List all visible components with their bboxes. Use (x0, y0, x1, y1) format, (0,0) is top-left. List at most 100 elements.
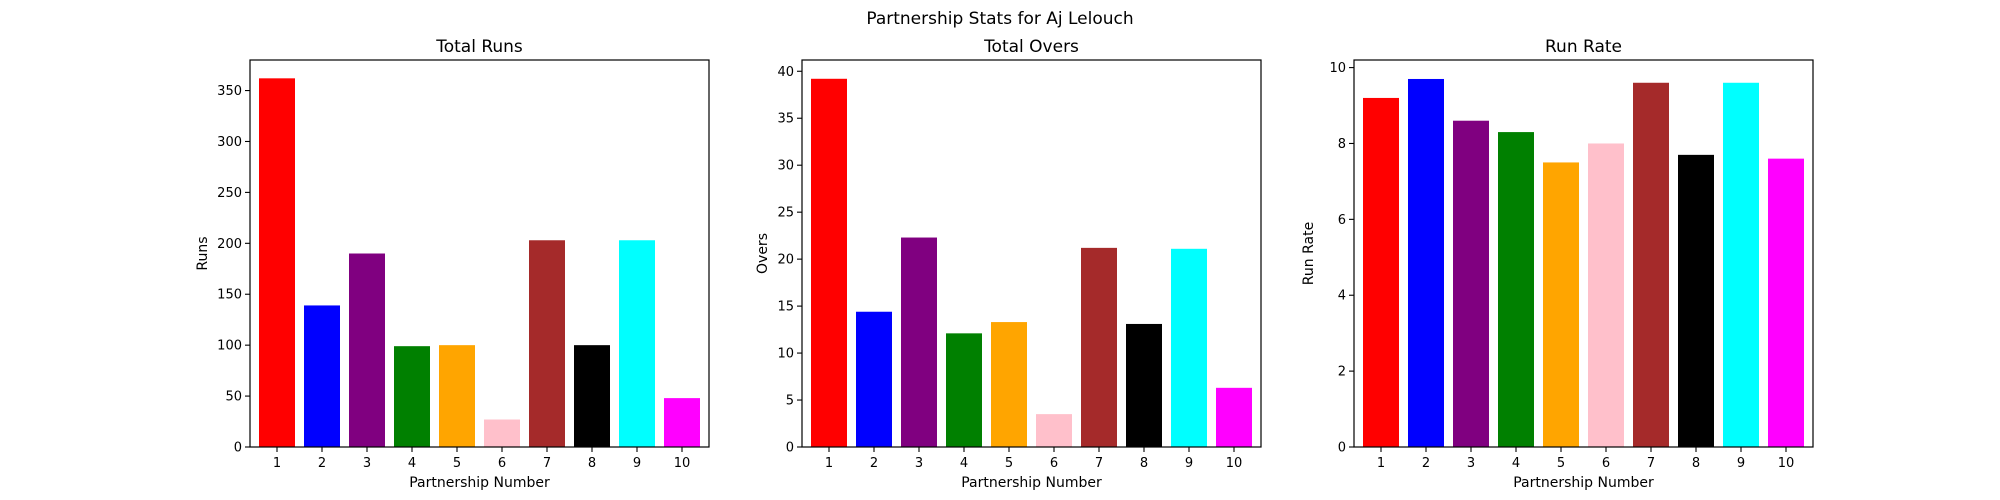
bar-1 (811, 78, 847, 447)
y-tick-label: 35 (777, 112, 794, 127)
x-ticks: 1 2 3 4 5 6 7 8 9 10 (825, 447, 1242, 471)
x-tick-label: 5 (1005, 456, 1013, 471)
y-ticks: 0 2 4 6 8 10 (1329, 61, 1354, 456)
bar-3 (349, 253, 385, 447)
x-tick-label: 2 (318, 456, 326, 471)
panel-title: Total Runs (435, 37, 523, 57)
y-tick-label: 6 (1338, 213, 1346, 228)
y-axis-label: Overs (755, 233, 771, 274)
x-tick-label: 9 (1185, 456, 1193, 471)
x-tick-label: 3 (1467, 456, 1475, 471)
bar-9 (1723, 82, 1759, 447)
bar-7 (529, 240, 565, 447)
x-tick-label: 8 (588, 456, 596, 471)
y-axis-label: Runs (195, 236, 211, 270)
y-tick-label: 350 (217, 84, 242, 99)
x-tick-label: 7 (543, 456, 551, 471)
x-tick-label: 2 (1422, 456, 1430, 471)
bar-10 (664, 398, 700, 447)
y-tick-label: 8 (1338, 137, 1346, 152)
bar-7 (1081, 247, 1117, 447)
axes-frame (801, 59, 1262, 448)
y-tick-label: 0 (234, 441, 242, 456)
x-axis-label: Partnership Number (1513, 475, 1654, 491)
y-tick-label: 50 (225, 390, 242, 405)
x-tick-label: 4 (960, 456, 968, 471)
x-tick-label: 5 (1557, 456, 1565, 471)
bar-3 (1453, 120, 1489, 448)
bar-3 (901, 237, 937, 447)
panel-title: Total Overs (983, 37, 1079, 57)
x-tick-label: 6 (1050, 456, 1058, 471)
bar-9 (1171, 248, 1207, 447)
x-tick-label: 6 (498, 456, 506, 471)
panel-total-runs: Total Runs 0 50 100 150 200 250 300 350 1 2 3 4 5 6 7… (195, 37, 710, 491)
x-axis-label: Partnership Number (961, 475, 1102, 491)
bar-group (1363, 78, 1804, 448)
x-tick-label: 2 (870, 456, 878, 471)
bar-2 (304, 305, 340, 447)
bar-group (259, 78, 700, 448)
bar-5 (991, 322, 1027, 447)
bar-2 (856, 311, 892, 447)
x-tick-label: 5 (453, 456, 461, 471)
bar-6 (1588, 143, 1624, 447)
y-tick-label: 250 (217, 186, 242, 201)
x-tick-label: 3 (915, 456, 923, 471)
x-tick-label: 9 (1737, 456, 1745, 471)
y-tick-label: 20 (777, 253, 794, 268)
bar-7 (1633, 82, 1669, 447)
y-tick-label: 0 (786, 441, 794, 456)
bar-5 (1543, 162, 1579, 448)
y-tick-label: 30 (777, 159, 794, 174)
y-tick-label: 15 (777, 300, 794, 315)
y-tick-label: 25 (777, 206, 794, 221)
x-tick-label: 7 (1095, 456, 1103, 471)
bar-6 (484, 419, 520, 447)
bar-2 (1408, 78, 1444, 448)
y-tick-label: 2 (1338, 365, 1346, 380)
y-tick-label: 150 (217, 288, 242, 303)
y-tick-label: 200 (217, 237, 242, 252)
x-tick-label: 1 (1377, 456, 1385, 471)
figure-suptitle: Partnership Stats for Aj Lelouch (866, 9, 1133, 29)
x-tick-label: 7 (1647, 456, 1655, 471)
bar-8 (1678, 154, 1714, 447)
x-tick-label: 6 (1602, 456, 1610, 471)
x-tick-label: 9 (633, 456, 641, 471)
y-ticks: 0 5 10 15 20 25 30 35 40 (777, 65, 802, 456)
bar-6 (1036, 414, 1072, 447)
bar-8 (1126, 323, 1162, 447)
y-axis-label: Run Rate (1301, 222, 1317, 285)
bar-4 (1498, 132, 1534, 447)
bar-9 (619, 240, 655, 447)
x-ticks: 1 2 3 4 5 6 7 8 9 10 (1377, 447, 1794, 471)
x-tick-label: 3 (363, 456, 371, 471)
y-tick-label: 0 (1338, 441, 1346, 456)
bar-5 (439, 345, 475, 447)
bar-1 (1363, 97, 1399, 448)
axes-frame (249, 59, 710, 448)
y-tick-label: 100 (217, 339, 242, 354)
bar-8 (574, 345, 610, 447)
panel-total-overs: Total Overs 0 5 10 15 20 25 30 35 40 1 2 3 4 5 6 7 8 9 10… (755, 37, 1262, 491)
x-tick-label: 1 (273, 456, 281, 471)
x-tick-label: 8 (1140, 456, 1148, 471)
x-tick-label: 10 (1778, 456, 1795, 471)
x-tick-label: 4 (1512, 456, 1520, 471)
y-tick-label: 4 (1338, 289, 1346, 304)
x-tick-label: 4 (408, 456, 416, 471)
bar-1 (259, 78, 295, 448)
y-tick-label: 10 (777, 347, 794, 362)
bar-10 (1768, 158, 1804, 447)
y-tick-label: 300 (217, 135, 242, 150)
panel-title: Run Rate (1545, 37, 1622, 57)
x-tick-label: 10 (674, 456, 691, 471)
bar-10 (1216, 387, 1252, 447)
y-tick-label: 40 (777, 65, 794, 80)
bar-group (811, 78, 1252, 447)
x-tick-label: 1 (825, 456, 833, 471)
x-tick-label: 8 (1692, 456, 1700, 471)
